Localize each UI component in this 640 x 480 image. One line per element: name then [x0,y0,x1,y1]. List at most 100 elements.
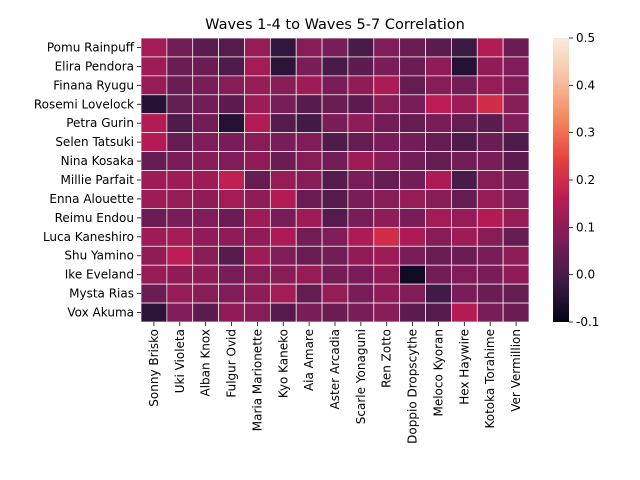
heatmap-cell [502,132,530,152]
heatmap-cell [347,302,375,323]
heatmap-cell [347,132,375,152]
heatmap-cell [218,56,245,77]
heatmap-cell [295,283,323,304]
row-label: Millie Parfait [61,173,135,187]
heatmap-cell [192,170,219,190]
heatmap-cell [218,37,245,58]
heatmap-cell [425,283,452,304]
heatmap-cell [399,94,426,115]
heatmap-cell [295,113,323,134]
colorbar-ticks: -0.1 0.0 0.1 0.2 0.3 0.4 0.5 [569,31,599,329]
heatmap-cell [373,113,401,134]
heatmap-cell [425,94,452,115]
heatmap-cell [140,37,168,58]
heatmap-cell [166,245,194,266]
heatmap-cell [451,264,478,285]
heatmap-cell [192,75,219,96]
heatmap-cell [425,151,452,171]
column-label: Aster Arcadia [328,329,342,409]
heatmap-cell [244,56,271,77]
heatmap-cell [451,94,478,115]
colorbar-tick-label: 0.3 [576,126,595,140]
heatmap-cell [347,189,375,209]
heatmap-cell [373,132,401,152]
heatmap-cell [166,151,194,171]
colorbar-tick-label: 0.5 [576,31,595,45]
heatmap-cell [269,151,297,171]
heatmap-cell [140,56,168,77]
heatmap-cell [502,245,530,266]
heatmap-cell [321,132,349,152]
heatmap-cell [399,302,426,323]
heatmap-cell [269,75,297,96]
heatmap-cell [451,226,478,247]
row-label: Vox Akuma [67,306,134,320]
heatmap-cell [192,132,219,152]
column-label: Ver Vermillion [509,329,523,412]
heatmap-cell [399,208,426,228]
heatmap-cell [502,189,530,209]
heatmap-cell [295,189,323,209]
colorbar-tick-label: 0.4 [576,78,595,92]
heatmap-cell [451,37,478,58]
heatmap-cell [451,302,478,323]
heatmap-cell [451,245,478,266]
heatmap-cell [192,283,219,304]
heatmap-cell [140,113,168,134]
heatmap-cell [476,75,504,96]
heatmap-cell [347,37,375,58]
heatmap-cell [321,226,349,247]
heatmap-cell [140,245,168,266]
heatmap-cell [192,56,219,77]
heatmap-cell [166,170,194,190]
heatmap-cell [321,302,349,323]
heatmap-cell [373,37,401,58]
heatmap-cell [373,283,401,304]
heatmap-cell [476,170,504,190]
heatmap-cell [269,208,297,228]
colorbar-tick-label: 0.2 [576,173,595,187]
column-label: Doppio Dropscythe [406,329,420,444]
heatmap-cell [425,170,452,190]
heatmap-cell [321,75,349,96]
column-label: Aia Amare [302,329,316,391]
heatmap-cell [502,302,530,323]
heatmap-cell [269,264,297,285]
heatmap-cell [295,37,323,58]
heatmap-cell [373,94,401,115]
heatmap-cell [269,189,297,209]
heatmap-cell [502,208,530,228]
heatmap-cell [244,245,271,266]
heatmap-cell [502,113,530,134]
heatmap-cell [399,264,426,285]
heatmap-cell [476,264,504,285]
heatmap-cell [373,170,401,190]
heatmap-cell [451,170,478,190]
heatmap-cell [321,283,349,304]
heatmap-cell [192,37,219,58]
heatmap-cell [373,56,401,77]
heatmap-cell [502,56,530,77]
heatmap-cell [451,75,478,96]
heatmap-cell [140,264,168,285]
heatmap-cell [321,264,349,285]
heatmap-cell [192,208,219,228]
heatmap-cell [399,113,426,134]
heatmap-cell [373,245,401,266]
heatmap-cell [347,283,375,304]
heatmap-cell [399,75,426,96]
heatmap-cell [321,113,349,134]
heatmap-cell [140,208,168,228]
heatmap-cell [218,264,245,285]
heatmap-cell [347,208,375,228]
heatmap-cell [321,37,349,58]
column-label: Hex Haywire [457,329,471,405]
heatmap-cell [269,56,297,77]
row-label: Petra Gurin [66,116,134,130]
heatmap-cell [140,151,168,171]
heatmap-cell [218,283,245,304]
column-label: Meloco Kyoran [431,329,445,417]
heatmap-cell [140,283,168,304]
heatmap-cell [295,245,323,266]
heatmap-cell [502,170,530,190]
